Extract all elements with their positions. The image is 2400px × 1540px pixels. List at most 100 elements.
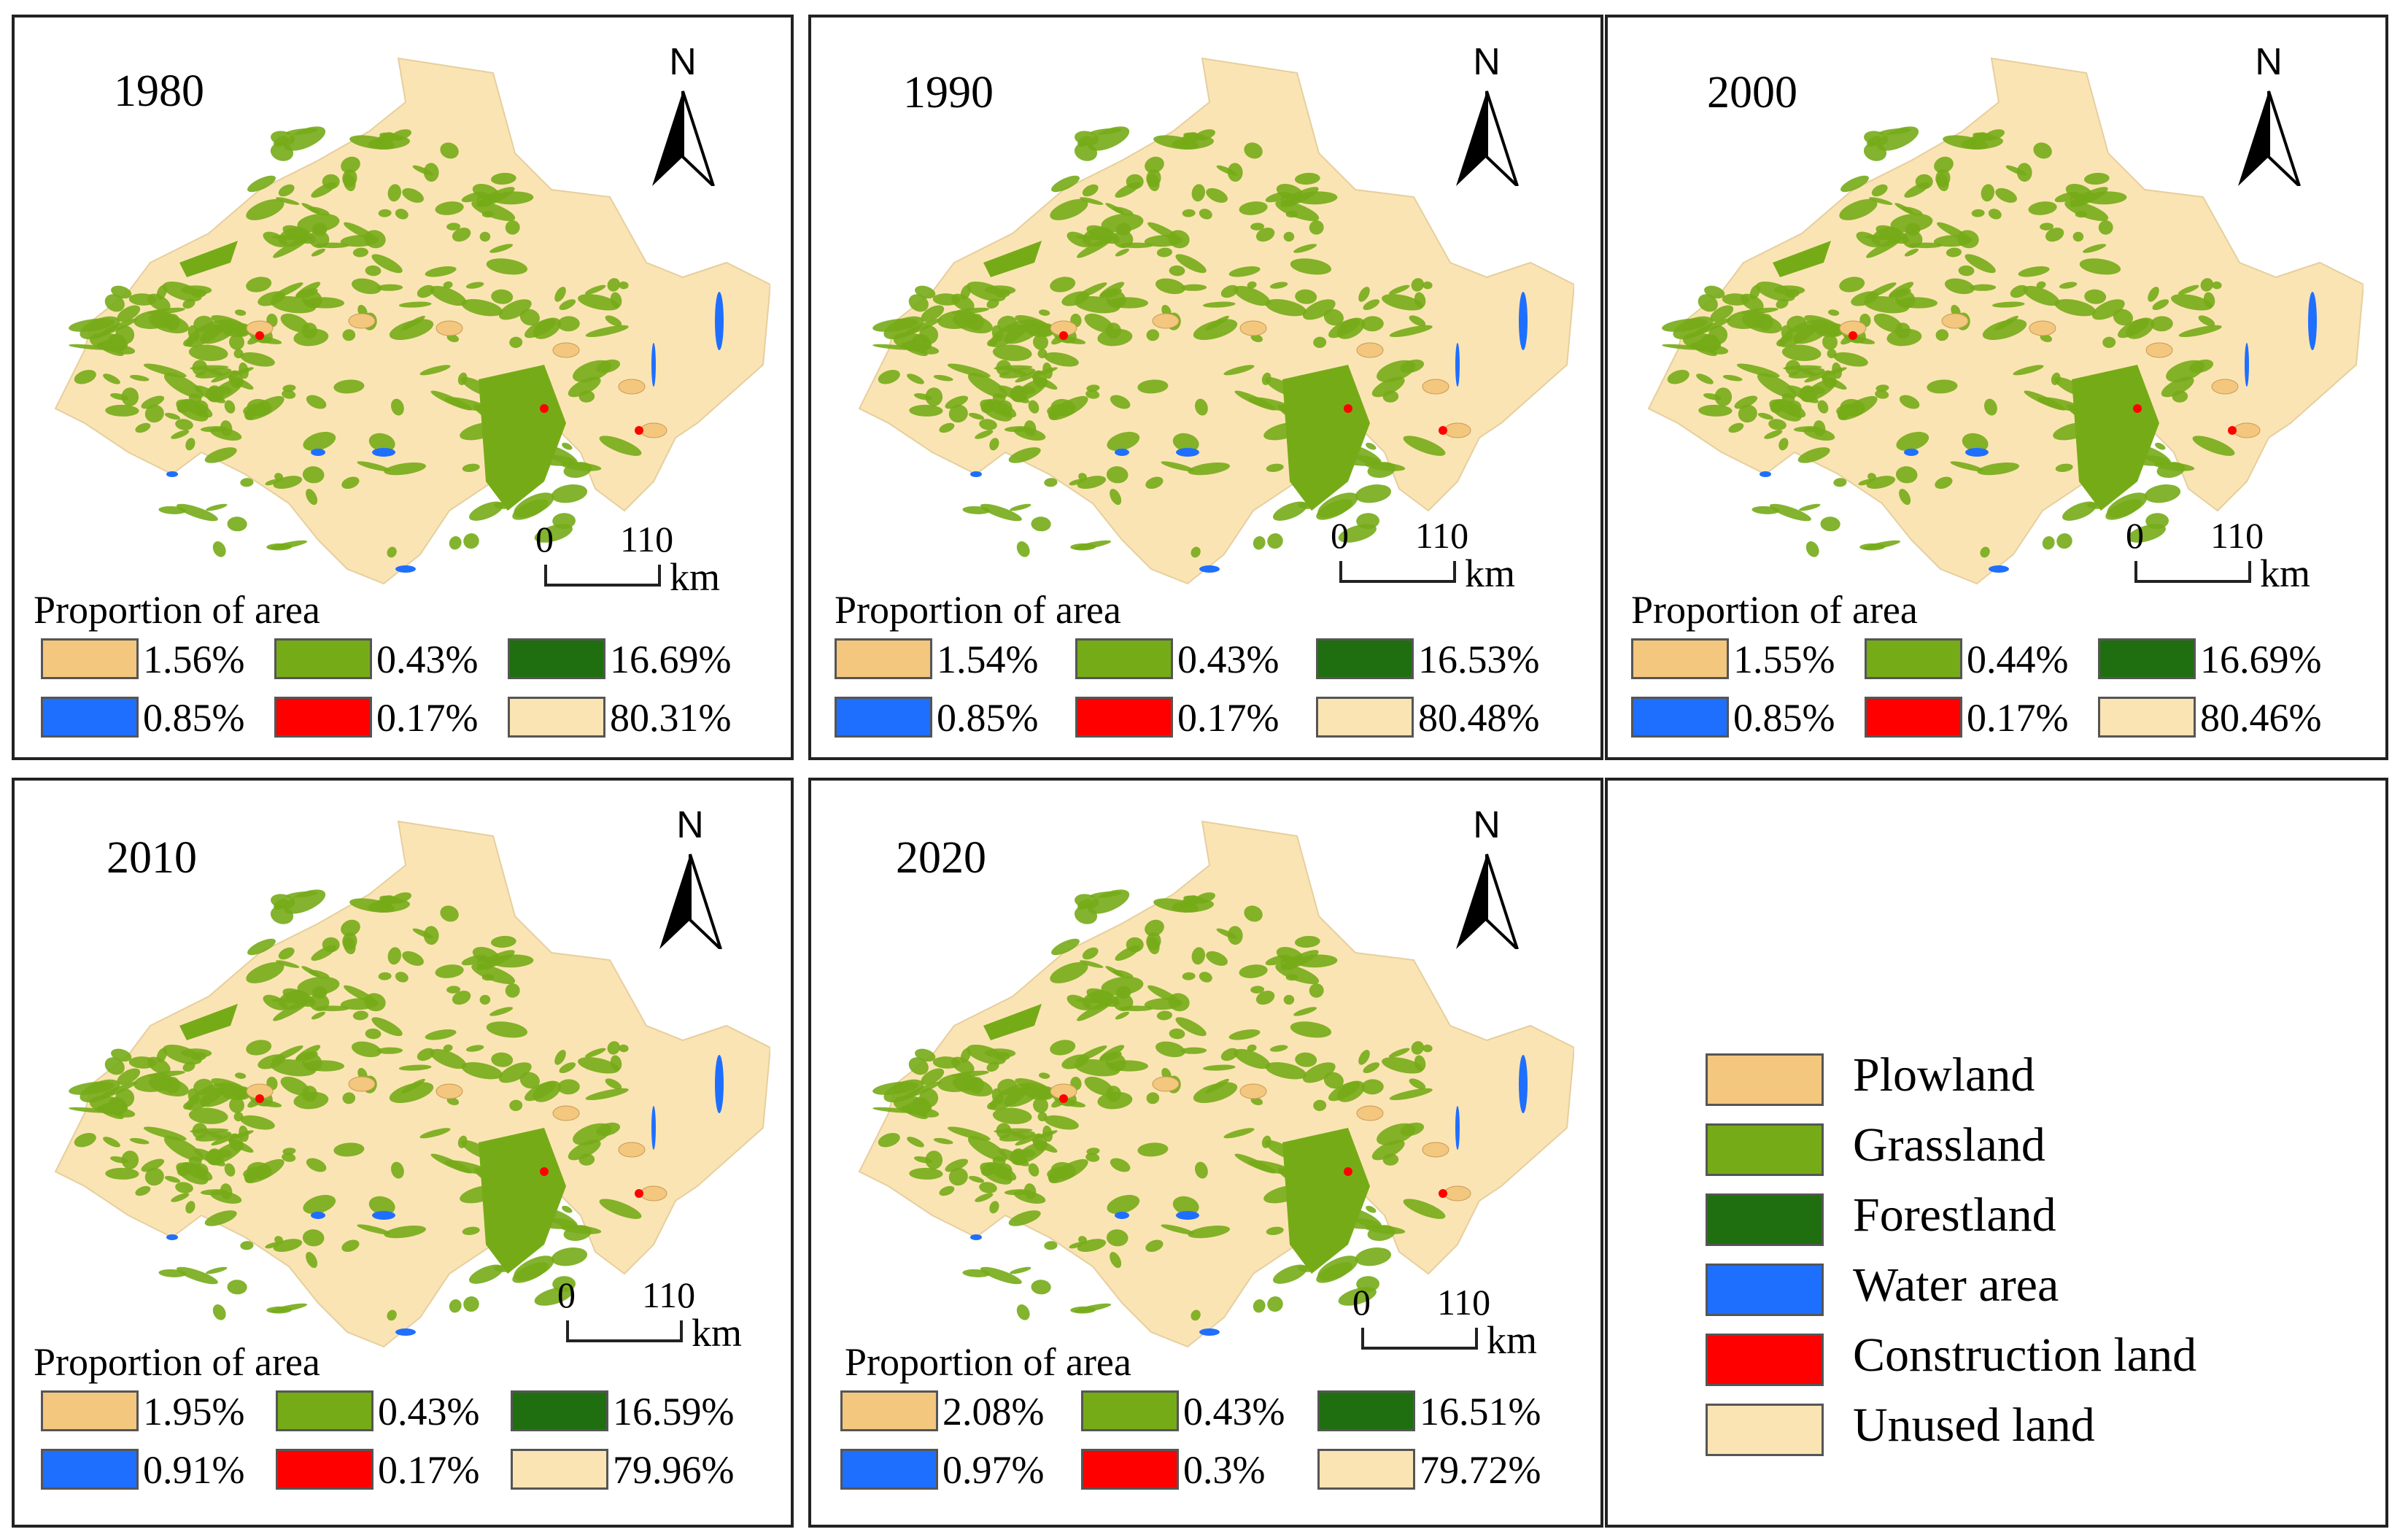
- land-use-map-svg: [54, 820, 772, 1348]
- north-letter: N: [669, 41, 697, 83]
- proportion-value: 79.96%: [613, 1448, 735, 1492]
- legend-swatch-construction: [1706, 1334, 1824, 1386]
- proportion-forestland: 16.69%: [2098, 638, 2326, 684]
- swatch-water: [840, 1449, 938, 1490]
- proportion-construction: 0.17%: [1865, 696, 2092, 742]
- scale-unit: km: [1465, 552, 1516, 595]
- proportion-water: 0.91%: [41, 1448, 268, 1494]
- land-use-map: [41, 807, 772, 1365]
- scale-110: 110: [2210, 515, 2264, 556]
- north-letter: N: [676, 804, 704, 846]
- scale-line: [1361, 1328, 1478, 1350]
- grassland-block: [1282, 1128, 1370, 1274]
- scale-zero: 0: [535, 519, 554, 560]
- north-arrow-icon: N: [646, 40, 719, 186]
- proportion-title: Proportion of area: [34, 588, 320, 632]
- swatch-plowland: [1631, 638, 1729, 679]
- swatch-forestland: [2098, 638, 2196, 679]
- scale-zero: 0: [1331, 515, 1349, 556]
- legend-label-water: Water area: [1853, 1258, 2059, 1312]
- proportion-value: 0.3%: [1183, 1448, 1266, 1492]
- proportion-water: 0.85%: [41, 696, 268, 742]
- swatch-plowland: [41, 638, 139, 679]
- legend-label-forestland: Forestland: [1853, 1188, 2056, 1242]
- proportion-unused: 80.46%: [2098, 696, 2326, 742]
- north-arrow-icon: N: [654, 803, 727, 949]
- swatch-unused: [1316, 697, 1414, 738]
- swatch-construction: [276, 1449, 373, 1490]
- swatch-forestland: [511, 1390, 608, 1431]
- proportion-plowland: 1.54%: [835, 638, 1062, 684]
- scale-line: [544, 565, 661, 587]
- proportion-plowland: 1.55%: [1631, 638, 1859, 684]
- scale-bar: 0 110 km: [557, 1274, 743, 1361]
- proportion-grassland: 0.43%: [1081, 1390, 1309, 1436]
- scale-zero: 0: [1352, 1282, 1371, 1323]
- year-label: 1980: [114, 66, 204, 116]
- proportion-forestland: 16.51%: [1317, 1390, 1545, 1436]
- proportion-unused: 80.48%: [1316, 696, 1544, 742]
- proportion-value: 0.43%: [376, 638, 479, 681]
- proportion-value: 1.95%: [143, 1390, 245, 1433]
- swatch-water: [41, 1449, 139, 1490]
- legend-label-plowland: Plowland: [1853, 1048, 2035, 1102]
- proportion-unused: 80.31%: [508, 696, 735, 742]
- proportion-plowland: 2.08%: [840, 1390, 1068, 1436]
- land-use-map-svg: [858, 57, 1576, 585]
- proportion-value: 0.17%: [1967, 696, 2069, 740]
- proportion-value: 16.69%: [610, 638, 732, 681]
- grassland-block: [1282, 365, 1370, 511]
- proportion-water: 0.85%: [835, 696, 1062, 742]
- scale-zero: 0: [2126, 515, 2144, 556]
- proportion-value: 80.46%: [2200, 696, 2322, 740]
- proportion-title: Proportion of area: [34, 1340, 320, 1384]
- proportion-value: 0.43%: [378, 1390, 480, 1433]
- proportion-value: 2.08%: [942, 1390, 1045, 1433]
- proportion-value: 16.53%: [1418, 638, 1540, 681]
- legend-label-construction: Construction land: [1853, 1328, 2197, 1382]
- proportion-value: 1.54%: [937, 638, 1039, 681]
- swatch-construction: [1081, 1449, 1179, 1490]
- proportion-grassland: 0.43%: [1075, 638, 1303, 684]
- proportion-grassland: 0.44%: [1865, 638, 2092, 684]
- scale-110: 110: [642, 1274, 696, 1315]
- swatch-forestland: [508, 638, 605, 679]
- scale-110: 110: [620, 519, 674, 560]
- proportion-value: 0.97%: [942, 1448, 1045, 1492]
- swatch-forestland: [1316, 638, 1414, 679]
- swatch-unused: [2098, 697, 2196, 738]
- scale-unit: km: [1487, 1318, 1538, 1362]
- proportion-plowland: 1.56%: [41, 638, 268, 684]
- proportion-forestland: 16.69%: [508, 638, 735, 684]
- proportion-title: Proportion of area: [835, 588, 1121, 632]
- scale-unit: km: [692, 1311, 743, 1355]
- grassland-block: [2072, 365, 2159, 511]
- legend-swatch-grassland: [1706, 1123, 1824, 1176]
- proportion-value: 0.91%: [143, 1448, 245, 1492]
- swatch-grassland: [1865, 638, 1962, 679]
- land-use-map: [845, 44, 1576, 602]
- land-use-map: [41, 44, 772, 602]
- swatch-unused: [1317, 1449, 1415, 1490]
- proportion-water: 0.97%: [840, 1448, 1068, 1494]
- proportion-value: 80.31%: [610, 696, 732, 740]
- swatch-construction: [274, 697, 372, 738]
- legend-swatch-water: [1706, 1264, 1824, 1316]
- swatch-unused: [508, 697, 605, 738]
- proportion-value: 16.69%: [2200, 638, 2322, 681]
- scale-line: [566, 1320, 683, 1342]
- proportion-forestland: 16.59%: [511, 1390, 738, 1436]
- north-letter: N: [1473, 41, 1501, 83]
- proportion-value: 0.17%: [378, 1448, 480, 1492]
- land-use-map: [1634, 44, 2365, 602]
- legend-swatch-forestland: [1706, 1193, 1824, 1246]
- proportion-value: 0.17%: [1177, 696, 1280, 740]
- scale-110: 110: [1437, 1282, 1491, 1323]
- year-label: 1990: [903, 68, 994, 117]
- proportion-title: Proportion of area: [1631, 588, 1918, 632]
- swatch-plowland: [41, 1390, 139, 1431]
- scale-line: [1339, 561, 1456, 583]
- swatch-construction: [1075, 697, 1173, 738]
- year-label: 2020: [896, 833, 986, 883]
- proportion-value: 0.17%: [376, 696, 479, 740]
